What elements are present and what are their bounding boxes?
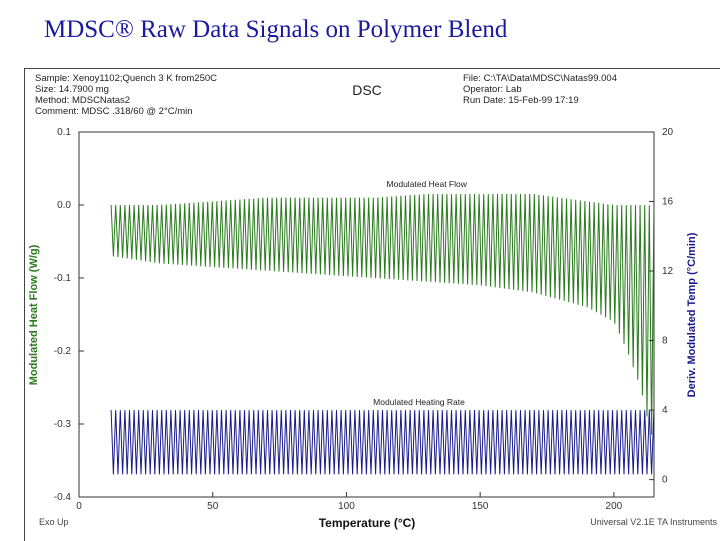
y-left-tick-label: -0.3 xyxy=(54,419,72,430)
header-left: Sample: Xenoy1102;Quench 3 K from250C Si… xyxy=(35,73,217,117)
y-right-tick-label: 8 xyxy=(662,336,668,347)
series-annotation: Modulated Heating Rate xyxy=(373,397,465,407)
y-right-tick-label: 12 xyxy=(662,266,674,277)
header-file: File: C:\TA\Data\MDSC\Natas99.004 xyxy=(463,73,617,84)
header-size: Size: 14.7900 mg xyxy=(35,84,109,95)
y-axis-label-left: Modulated Heat Flow (W/g) xyxy=(28,244,40,385)
x-tick-label: 150 xyxy=(472,501,489,512)
axes-layer: 0 50 100 150 200 0.1 0.0 -0.1 -0.2 -0.3 -0.4 20 16 12… xyxy=(54,127,674,512)
y-right-tick-label: 16 xyxy=(662,197,674,208)
y-right-tick-label: 0 xyxy=(662,475,668,486)
series-line xyxy=(110,410,655,475)
header-comment: Comment: MDSC .318/60 @ 2°C/min xyxy=(35,106,193,117)
footer-right: Universal V2.1E TA Instruments xyxy=(590,517,717,527)
y-left-tick-label: -0.4 xyxy=(54,492,72,503)
header-sample: Sample: Xenoy1102;Quench 3 K from250C xyxy=(35,73,217,84)
slide-title: MDSC® Raw Data Signals on Polymer Blend xyxy=(44,16,508,43)
x-tick-label: 200 xyxy=(606,501,623,512)
dsc-chart: Sample: Xenoy1102;Quench 3 K from250C Si… xyxy=(28,73,717,530)
footer-left: Exo Up xyxy=(39,517,69,527)
y-axis-label-right: Deriv. Modulated Temp (°C/min) xyxy=(686,232,698,397)
header-run-date: Run Date: 15-Feb-99 17:19 xyxy=(463,95,579,106)
x-axis-label: Temperature (°C) xyxy=(319,516,416,530)
x-tick-label: 100 xyxy=(338,501,355,512)
series-line xyxy=(110,193,655,435)
header-center-title: DSC xyxy=(352,82,382,98)
header-operator: Operator: Lab xyxy=(463,84,522,95)
series-layer: Modulated Heat Flow Modulated Heating Rat… xyxy=(110,179,655,475)
header-right: File: C:\TA\Data\MDSC\Natas99.004 Operat… xyxy=(463,73,617,106)
header-method: Method: MDSCNatas2 xyxy=(35,95,130,106)
x-tick-label: 50 xyxy=(207,501,219,512)
y-left-tick-label: 0.0 xyxy=(57,200,71,211)
plot-frame xyxy=(78,131,655,498)
y-right-tick-label: 20 xyxy=(662,127,674,138)
dsc-figure: Sample: Xenoy1102;Quench 3 K from250C Si… xyxy=(24,68,720,541)
x-tick-label: 0 xyxy=(76,501,82,512)
series-annotation: Modulated Heat Flow xyxy=(387,179,468,189)
y-left-tick-label: 0.1 xyxy=(57,127,71,138)
y-right-tick-label: 4 xyxy=(662,405,668,416)
y-left-tick-label: -0.1 xyxy=(54,273,72,284)
y-left-tick-label: -0.2 xyxy=(54,346,72,357)
